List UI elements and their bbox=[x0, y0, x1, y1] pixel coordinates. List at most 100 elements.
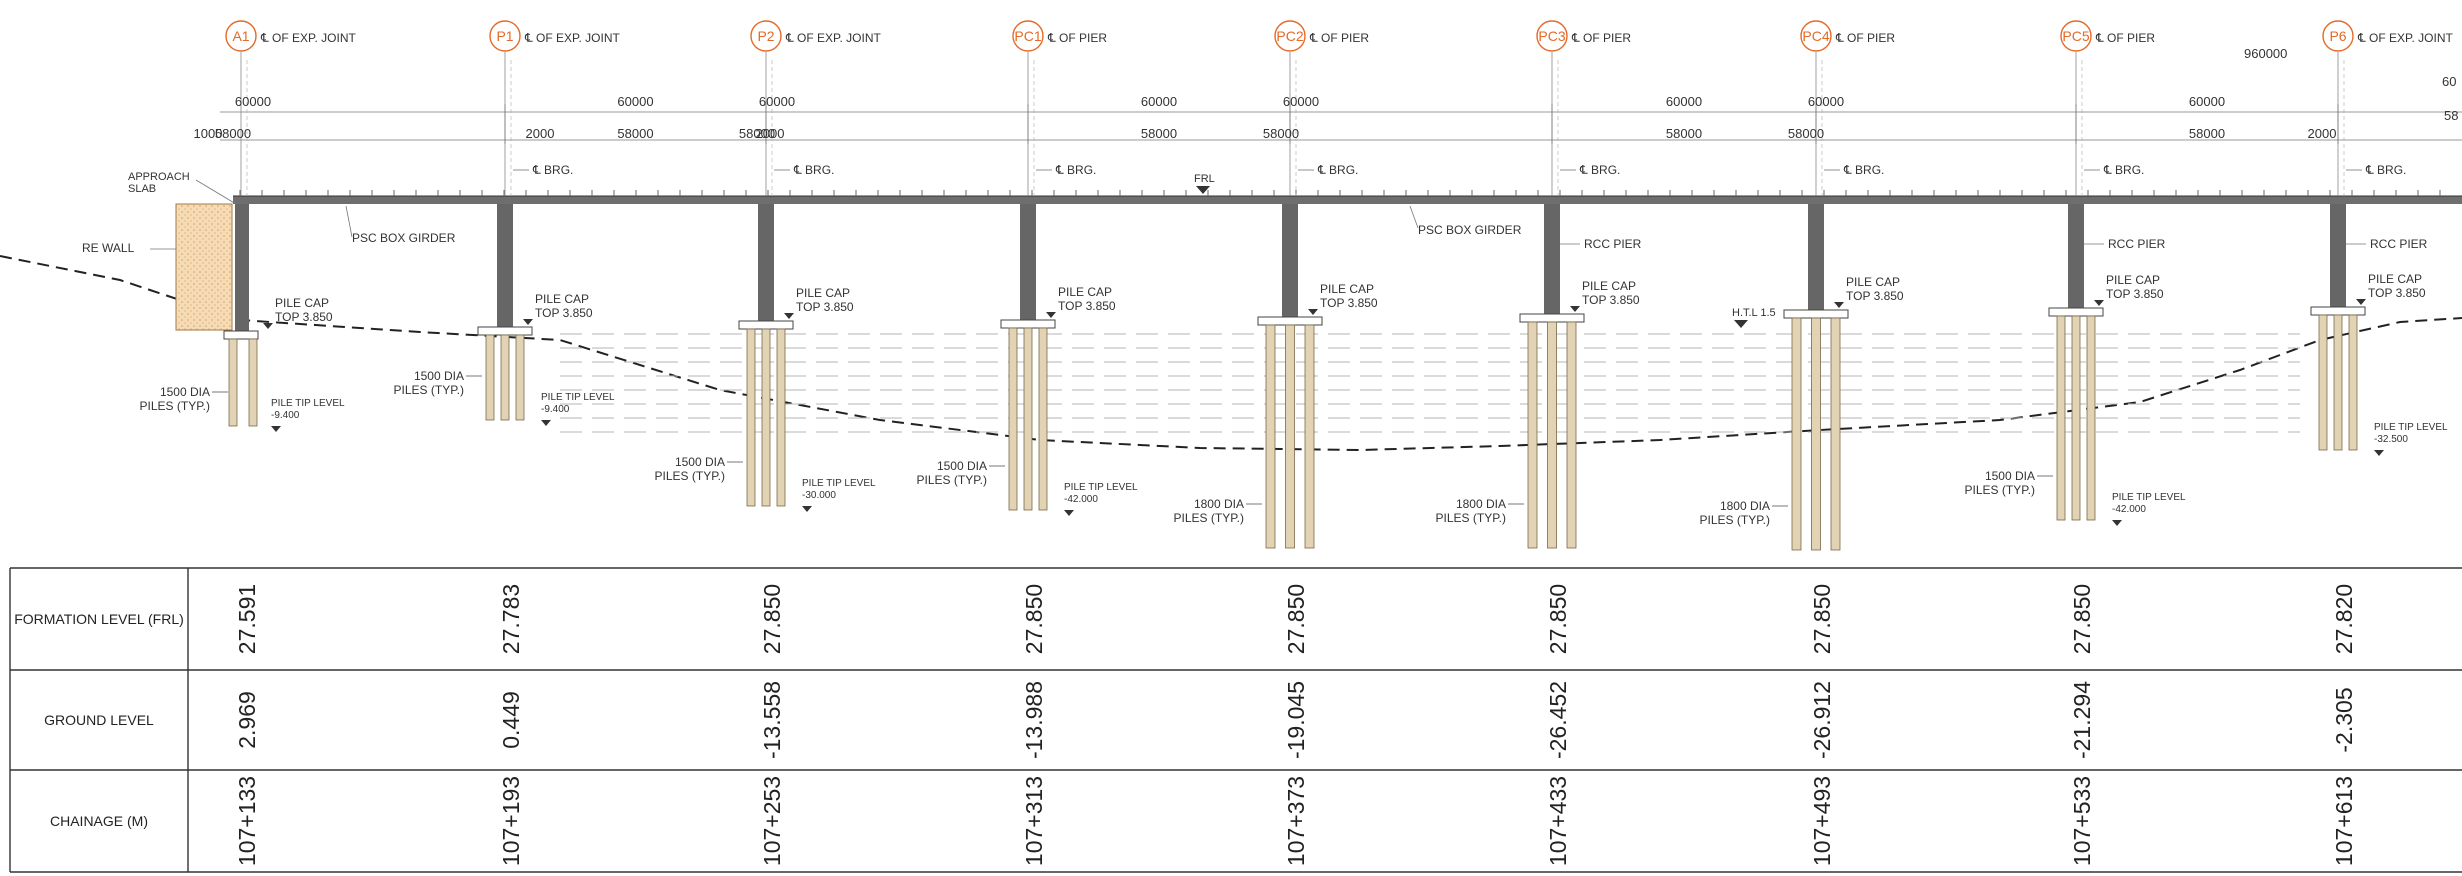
pile-cap bbox=[2310, 306, 2366, 316]
pile-cap-label: PILE CAP TOP 3.850 bbox=[535, 292, 593, 320]
re-wall-block bbox=[175, 203, 233, 331]
pier-column bbox=[1020, 204, 1036, 320]
psc-box-girder-label-2: PSC BOX GIRDER bbox=[1418, 223, 1522, 237]
supports-group: A1 ℄ OF EXP. JOINT PILE CAP TOP 3.850 PILE T… bbox=[140, 20, 2454, 551]
table-cell-value: -21.294 bbox=[2069, 681, 2095, 759]
dim-clear: 58000 bbox=[2189, 126, 2225, 141]
pile bbox=[1304, 324, 1315, 549]
support-tag-circle bbox=[2060, 20, 2092, 52]
support-tag-id: P2 bbox=[757, 28, 774, 44]
pile-cap-label: PILE CAP TOP 3.850 bbox=[1058, 285, 1116, 313]
rcc-pier-label: RCC PIER bbox=[2108, 237, 2166, 251]
pile bbox=[1008, 327, 1018, 511]
dim-gap: 1000 bbox=[194, 126, 223, 141]
pile bbox=[1566, 321, 1577, 549]
dim-clear: 58000 bbox=[617, 126, 653, 141]
deck bbox=[233, 195, 2462, 204]
psc-box-girder-label-1: PSC BOX GIRDER bbox=[352, 231, 456, 245]
approach-slab-label: APPROACH SLAB bbox=[128, 171, 190, 195]
pile bbox=[1547, 321, 1557, 549]
pile-cap bbox=[1257, 316, 1323, 326]
table-cell-value: 27.850 bbox=[1283, 584, 1309, 654]
pier-column bbox=[1808, 204, 1824, 310]
support-tag-id: P1 bbox=[496, 28, 513, 44]
pier-column bbox=[1544, 204, 1560, 314]
table-cell-value: 2.969 bbox=[234, 691, 260, 749]
pile-note: 1800 DIA PILES (TYP.) bbox=[1174, 497, 1244, 525]
pile-tip-label: PILE TIP LEVEL -42.000 bbox=[2112, 492, 2186, 515]
support-tag-id: P6 bbox=[2329, 28, 2346, 44]
tip-marker bbox=[271, 426, 281, 432]
support-pc4: PC4 ℄ OF PIER ℄ BRG. PILE CAP TOP 3.850 1800 … bbox=[1700, 20, 1904, 551]
tip-marker bbox=[2374, 450, 2384, 456]
pile-tip-label: PILE TIP LEVEL -30.000 bbox=[802, 478, 876, 501]
table-cell-value: 107+193 bbox=[498, 776, 524, 866]
ground-profile-line bbox=[0, 255, 2462, 452]
support-centerline-label: ℄ OF PIER bbox=[2095, 31, 2155, 45]
pile bbox=[2086, 315, 2096, 521]
pile bbox=[500, 334, 510, 421]
table-cell-value: 107+433 bbox=[1545, 776, 1571, 866]
support-centerline-label: ℄ OF EXP. JOINT bbox=[2357, 31, 2454, 45]
pile bbox=[2333, 314, 2343, 451]
support-tag-id: A1 bbox=[232, 28, 249, 44]
dim-span: 60000 bbox=[1141, 94, 1177, 109]
level-marker bbox=[2094, 300, 2104, 306]
dim-total-span: 960000 bbox=[2244, 46, 2287, 61]
pile bbox=[776, 328, 786, 507]
table-cell-value: -26.452 bbox=[1545, 681, 1571, 759]
dim-span: 60000 bbox=[759, 94, 795, 109]
dim-span: 60000 bbox=[2189, 94, 2225, 109]
support-pc3: PC3 ℄ OF PIER ℄ BRG. PILE CAP TOP 3.850 1800 … bbox=[1436, 20, 1642, 549]
support-tag-circle bbox=[1012, 20, 1044, 52]
support-centerline-label: ℄ OF PIER bbox=[1835, 31, 1895, 45]
table-cell-value: 107+133 bbox=[234, 776, 260, 866]
table-cell-value: 27.850 bbox=[759, 584, 785, 654]
table-cell-value: -2.305 bbox=[2331, 687, 2357, 752]
table-cell-value: 27.850 bbox=[1545, 584, 1571, 654]
pile bbox=[761, 328, 771, 507]
dim-clear: 58000 bbox=[1263, 126, 1299, 141]
pile bbox=[515, 334, 525, 421]
brg-label: ℄ BRG. bbox=[2103, 163, 2144, 177]
brg-label: ℄ BRG. bbox=[532, 163, 573, 177]
frl-marker bbox=[1196, 186, 1210, 194]
brg-label: ℄ BRG. bbox=[1055, 163, 1096, 177]
support-centerline-label: ℄ OF EXP. JOINT bbox=[260, 31, 357, 45]
dim-span: 60000 bbox=[1666, 94, 1702, 109]
support-tag-circle bbox=[1800, 20, 1832, 52]
support-pc5: PC5 ℄ OF PIER ℄ BRG. PILE CAP TOP 3.850 PILE … bbox=[1965, 20, 2186, 526]
dim-clear: 58000 bbox=[1141, 126, 1177, 141]
tip-marker bbox=[1064, 510, 1074, 516]
support-p1: P1 ℄ OF EXP. JOINT ℄ BRG. PILE CAP TOP 3.850… bbox=[394, 20, 621, 426]
dim-gap: 2000 bbox=[526, 126, 555, 141]
level-marker bbox=[2356, 299, 2366, 305]
dim-span: 60000 bbox=[1283, 94, 1319, 109]
support-p2: P2 ℄ OF EXP. JOINT ℄ BRG. PILE CAP TOP 3.850… bbox=[655, 20, 882, 512]
pile bbox=[228, 338, 238, 427]
pile bbox=[2056, 315, 2066, 521]
support-tag-circle bbox=[1274, 20, 1306, 52]
brg-label: ℄ BRG. bbox=[2365, 163, 2406, 177]
pile-note: 1500 DIA PILES (TYP.) bbox=[1965, 469, 2035, 497]
htl-marker bbox=[1734, 320, 1748, 328]
table-cell-value: 27.783 bbox=[498, 584, 524, 654]
brg-label: ℄ BRG. bbox=[1579, 163, 1620, 177]
pile bbox=[248, 338, 258, 427]
level-marker bbox=[523, 319, 533, 325]
pile-cap bbox=[223, 330, 259, 340]
dim-span: 60000 bbox=[617, 94, 653, 109]
pile-cap-label: PILE CAP TOP 3.850 bbox=[1320, 282, 1378, 310]
pile-tip-label: PILE TIP LEVEL -42.000 bbox=[1064, 482, 1138, 505]
pile bbox=[1811, 317, 1821, 551]
support-centerline-label: ℄ OF PIER bbox=[1047, 31, 1107, 45]
pile-cap-label: PILE CAP TOP 3.850 bbox=[2368, 272, 2426, 300]
levels-table: FORMATION LEVEL (FRL) 27.591 27.783 27.850 2… bbox=[9, 567, 2462, 873]
tip-marker bbox=[541, 420, 551, 426]
pile-cap bbox=[738, 320, 794, 330]
table-cell-value: 107+313 bbox=[1021, 776, 1047, 866]
pile-cap bbox=[1519, 313, 1585, 323]
support-p6: P6 ℄ OF EXP. JOINT ℄ BRG. PILE CAP TOP 3.850… bbox=[2310, 20, 2454, 456]
support-a1: A1 ℄ OF EXP. JOINT PILE CAP TOP 3.850 PILE T… bbox=[140, 20, 357, 432]
